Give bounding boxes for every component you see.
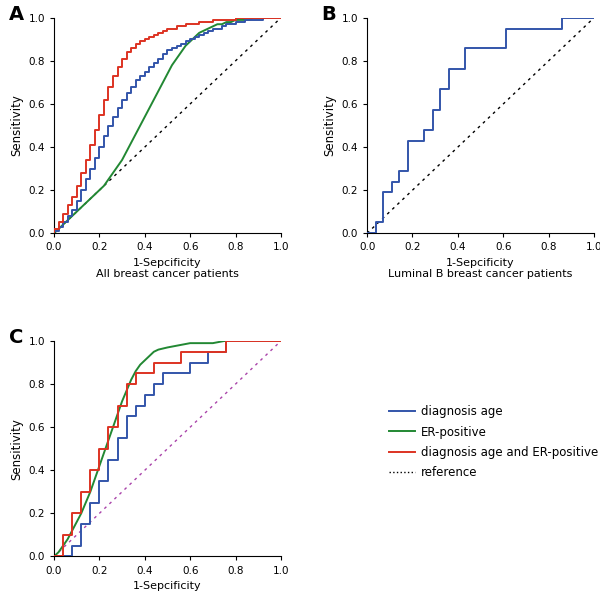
Y-axis label: Sensitivity: Sensitivity xyxy=(10,95,23,156)
Y-axis label: Sensitivity: Sensitivity xyxy=(10,418,23,480)
Text: B: B xyxy=(322,5,337,24)
Legend: diagnosis age, ER-positive, diagnosis age and ER-positive, reference: diagnosis age, ER-positive, diagnosis ag… xyxy=(385,401,600,484)
Text: C: C xyxy=(8,328,23,347)
Y-axis label: Sensitivity: Sensitivity xyxy=(323,95,336,156)
X-axis label: 1-Sepcificity
Luminal B breast cancer patients: 1-Sepcificity Luminal B breast cancer pa… xyxy=(388,258,573,279)
X-axis label: 1-Sepcificity
All breast cancer patients: 1-Sepcificity All breast cancer patients xyxy=(96,258,239,279)
Text: A: A xyxy=(8,5,24,24)
X-axis label: 1-Sepcificity
PR-negative breast cancer patients: 1-Sepcificity PR-negative breast cancer … xyxy=(70,581,265,592)
